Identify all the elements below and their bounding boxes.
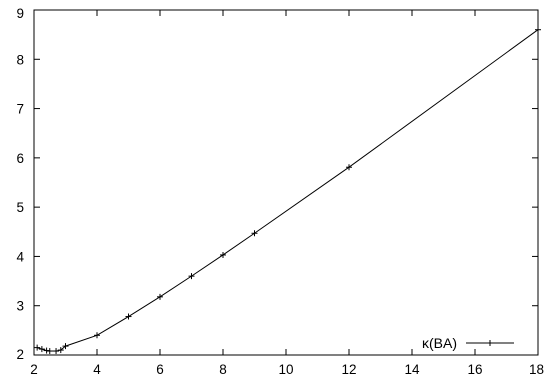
x-tick-label: 2 — [30, 362, 38, 377]
x-tick-label: 12 — [341, 362, 356, 377]
x-tick-label: 6 — [156, 362, 164, 377]
plot-frame — [33, 9, 539, 356]
data-point — [125, 313, 132, 320]
data-point — [34, 344, 41, 351]
y-tick-label: 6 — [16, 151, 24, 166]
y-tick-label: 7 — [16, 102, 24, 117]
y-tick-label: 4 — [16, 249, 24, 264]
x-tick-label: 14 — [404, 362, 420, 377]
data-point — [251, 230, 258, 237]
y-tick-label: 3 — [16, 299, 24, 314]
legend: κ(BA) — [422, 335, 514, 351]
ticks: 2 4 6 8 10 12 14 16 18 2 3 4 5 6 7 8 9 — [16, 6, 544, 377]
x-tick-label: 4 — [93, 362, 101, 377]
data-point — [53, 348, 60, 355]
x-tick-label: 16 — [467, 362, 482, 377]
y-tick-label: 2 — [16, 347, 24, 362]
legend-label: κ(BA) — [422, 335, 457, 351]
data-point — [535, 26, 541, 33]
axes — [33, 9, 539, 356]
data-point — [38, 346, 45, 353]
data-point — [46, 348, 53, 355]
series-line — [37, 29, 539, 352]
x-tick-label: 18 — [529, 362, 544, 377]
data-point — [157, 293, 163, 300]
data-point — [57, 347, 64, 354]
data-point — [62, 343, 69, 350]
data-point — [94, 332, 100, 339]
y-tick-label: 8 — [16, 52, 24, 67]
series — [34, 26, 541, 355]
data-point — [220, 251, 226, 258]
legend-marker — [487, 340, 493, 346]
data-point — [346, 164, 352, 171]
x-tick-label: 8 — [219, 362, 227, 377]
y-tick-label: 5 — [16, 200, 24, 215]
data-point — [188, 273, 195, 280]
x-tick-label: 10 — [278, 362, 293, 377]
y-tick-label: 9 — [16, 6, 24, 21]
